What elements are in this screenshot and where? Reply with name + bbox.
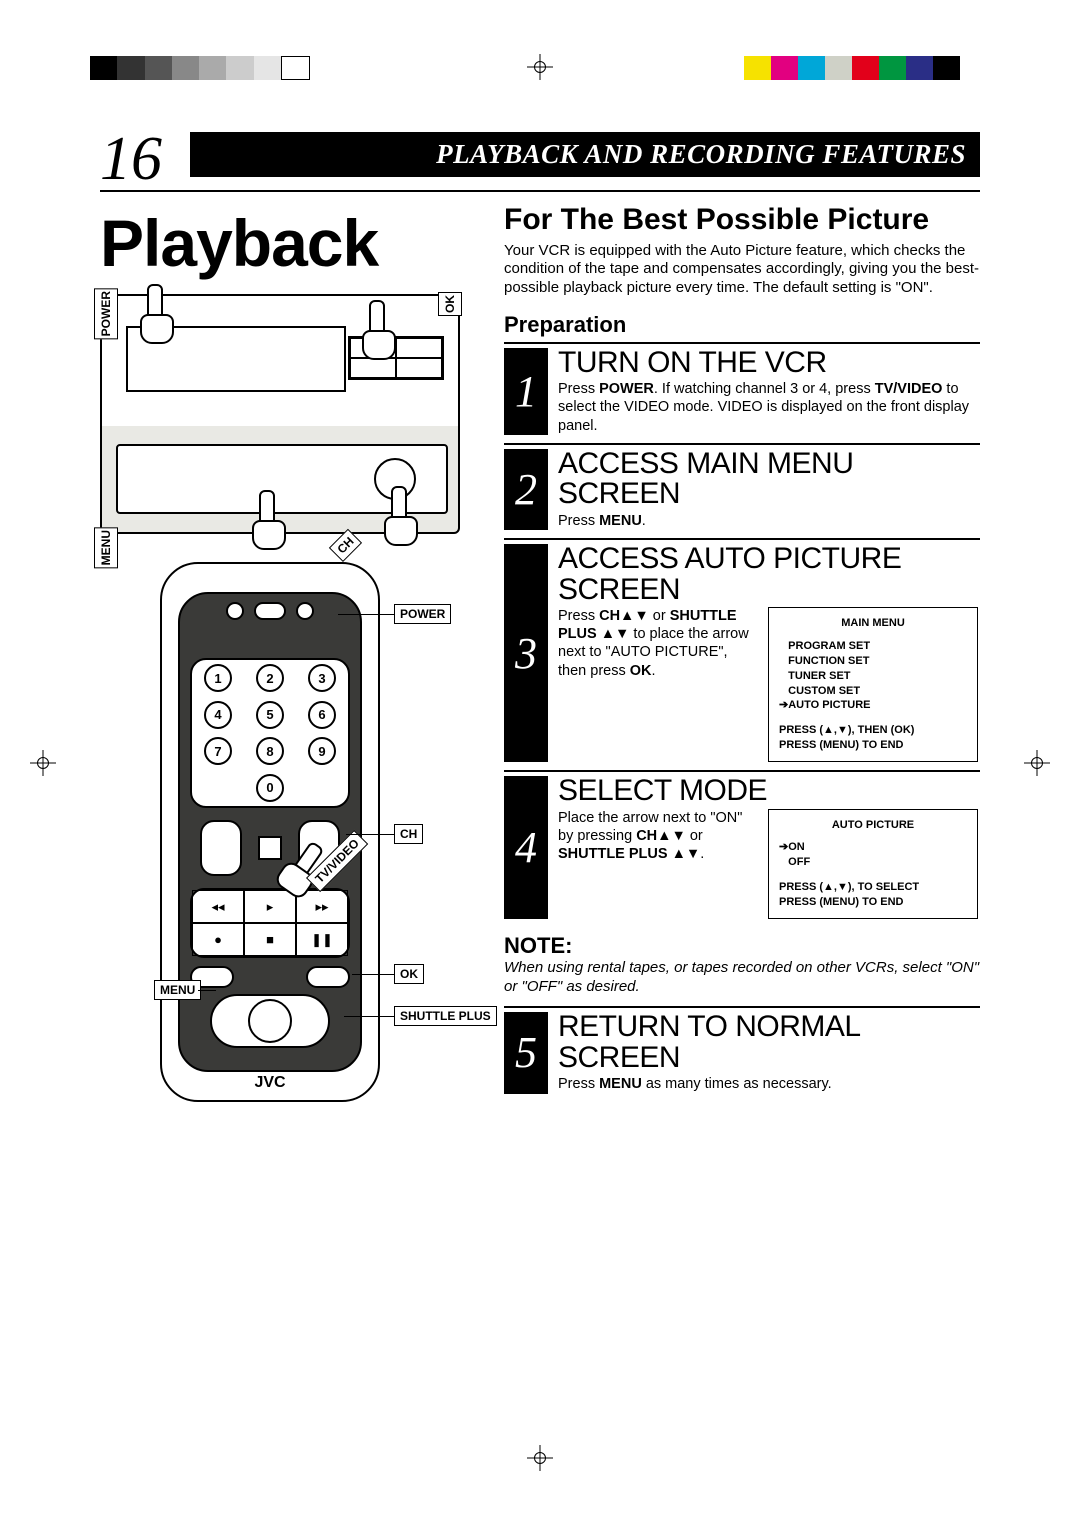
- crop-mark-icon: [1024, 750, 1050, 776]
- note-heading: NOTE:: [504, 933, 980, 959]
- crop-mark-icon: [30, 750, 56, 776]
- vcr-ok-label: OK: [438, 292, 462, 316]
- osd-auto-picture: AUTO PICTURE ➔ON OFF PRESS (▲,▼), TO SEL…: [768, 809, 978, 919]
- step-text: Press MENU.: [558, 512, 980, 530]
- vcr-menu-label: MENU: [94, 527, 118, 568]
- remote-ch-label: CH: [394, 824, 423, 844]
- divider: [100, 190, 980, 192]
- step-4: 4 SELECT MODE Place the arrow next to "O…: [504, 776, 980, 919]
- remote-ok-label: OK: [394, 964, 424, 984]
- remote-brand-label: JVC: [160, 1074, 380, 1092]
- step-title: SELECT MODE: [558, 776, 980, 807]
- registration-bar-left: [90, 56, 310, 80]
- divider: [504, 342, 980, 344]
- remote-diagram: 123 456 789 0 ◂◂▸▸▸ ●■❚❚ JVC POWER CH: [160, 562, 380, 1102]
- divider: [504, 538, 980, 540]
- remote-menu-label: MENU: [154, 980, 201, 1000]
- section-header: PLAYBACK AND RECORDING FEATURES: [190, 132, 980, 177]
- step-number: 4: [504, 776, 548, 919]
- osd-main-menu: MAIN MENU PROGRAM SET FUNCTION SET TUNER…: [768, 607, 978, 762]
- step-number: 5: [504, 1012, 548, 1093]
- crop-mark-icon: [527, 54, 553, 80]
- preparation-heading: Preparation: [504, 312, 980, 338]
- note-body: When using rental tapes, or tapes record…: [504, 959, 980, 997]
- remote-power-label: POWER: [394, 604, 451, 624]
- step-text: Press POWER. If watching channel 3 or 4,…: [558, 380, 980, 434]
- step-title: TURN ON THE VCR: [558, 348, 980, 379]
- crop-mark-icon: [527, 1445, 553, 1471]
- vcr-diagram: POWER OK MENU CH: [100, 294, 460, 534]
- step-title: RETURN TO NORMAL SCREEN: [558, 1012, 980, 1073]
- step-1: 1 TURN ON THE VCR Press POWER. If watchi…: [504, 348, 980, 435]
- step-2: 2 ACCESS MAIN MENU SCREEN Press MENU.: [504, 449, 980, 530]
- step-number: 1: [504, 348, 548, 435]
- step-text: Press CH▲▼ or SHUTTLE PLUS ▲▼ to place t…: [558, 607, 758, 680]
- vcr-power-label: POWER: [94, 288, 118, 339]
- remote-shuttle-label: SHUTTLE PLUS: [394, 1006, 497, 1026]
- step-3: 3 ACCESS AUTO PICTURE SCREEN Press CH▲▼ …: [504, 544, 980, 762]
- divider: [504, 1006, 980, 1008]
- step-text: Press MENU as many times as necessary.: [558, 1075, 980, 1093]
- page-number: 16: [100, 128, 162, 190]
- intro-text: Your VCR is equipped with the Auto Pictu…: [504, 242, 980, 298]
- vcr-ch-label: CH: [329, 529, 362, 562]
- step-text: Place the arrow next to "ON" by pressing…: [558, 809, 758, 863]
- step-5: 5 RETURN TO NORMAL SCREEN Press MENU as …: [504, 1012, 980, 1093]
- page-title: Playback: [100, 210, 480, 276]
- divider: [504, 443, 980, 445]
- subtitle: For The Best Possible Picture: [504, 204, 980, 236]
- divider: [504, 770, 980, 772]
- step-title: ACCESS AUTO PICTURE SCREEN: [558, 544, 980, 605]
- registration-bar-right: [744, 56, 960, 80]
- step-title: ACCESS MAIN MENU SCREEN: [558, 449, 980, 510]
- step-number: 3: [504, 544, 548, 762]
- step-number: 2: [504, 449, 548, 530]
